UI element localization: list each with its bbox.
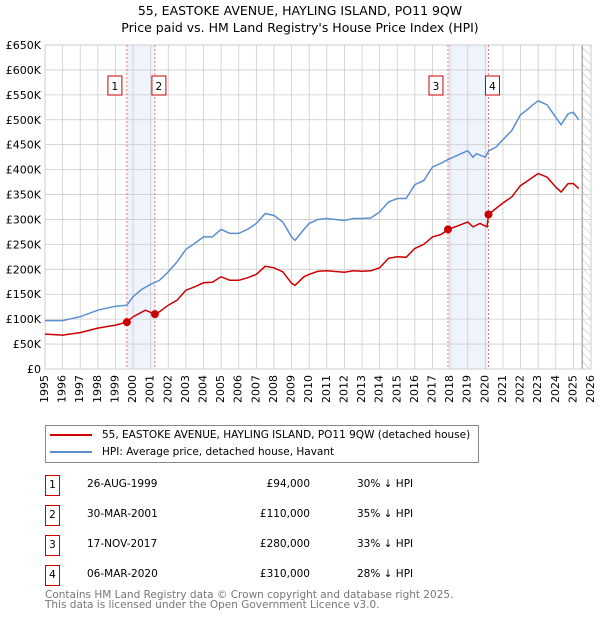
x-tick-label: 2021 (496, 375, 509, 403)
y-tick-label: £450K (6, 139, 42, 152)
chart-title: 55, EASTOKE AVENUE, HAYLING ISLAND, PO11… (137, 3, 463, 18)
x-tick-label: 1999 (108, 375, 121, 403)
x-tick-label: 2002 (161, 375, 174, 403)
x-tick-label: 2008 (267, 375, 280, 403)
plot-area: 1995 1996 1997 1998 1999 2000 2001 2002 2003 2004… (6, 39, 597, 403)
property-line (44, 172, 580, 336)
y-tick-label: £50K (13, 338, 42, 351)
y-tick-label: £0 (27, 363, 41, 376)
x-tick-label: 2015 (390, 375, 403, 403)
x-tick-label: 1996 (56, 375, 69, 403)
y-tick-label: £600K (6, 64, 42, 77)
legend-label-property: 55, EASTOKE AVENUE, HAYLING ISLAND, PO11… (102, 429, 471, 441)
footer: Contains HM Land Registry data © Crown c… (45, 589, 454, 611)
sale-date: 06-MAR-2020 (87, 568, 158, 580)
hpi-line (45, 99, 580, 322)
x-tick-label: 2011 (320, 375, 333, 403)
sale-label-box (484, 75, 500, 96)
sale-label-box (428, 75, 444, 96)
sale-hpi-diff: 28% ↓ HPI (357, 568, 414, 580)
sale-label: 3 (433, 81, 440, 93)
legend: 55, EASTOKE AVENUE, HAYLING ISLAND, PO11… (45, 425, 479, 463)
sale-hpi-diff: 30% ↓ HPI (357, 478, 414, 490)
y-tick-label: £350K (6, 189, 42, 202)
sale-price: £110,000 (259, 508, 310, 520)
sale-point (443, 225, 452, 234)
x-tick-label: 2013 (355, 375, 368, 403)
sale-number: 4 (45, 565, 60, 586)
y-tick-label: £650K (6, 39, 42, 52)
sale-number: 3 (45, 535, 60, 556)
x-tick-label: 2007 (249, 375, 262, 403)
sale-price: £94,000 (266, 478, 310, 490)
sale-date: 17-NOV-2017 (87, 538, 158, 550)
x-tick-label: 2026 (584, 375, 597, 403)
x-tick-label: 2001 (144, 375, 157, 403)
legend-swatch-property (50, 434, 92, 436)
sale-point (484, 210, 493, 219)
y-tick-label: £200K (6, 263, 42, 276)
sale-label: 2 (156, 81, 163, 93)
forecast-hatch (582, 45, 591, 369)
x-tick-label: 2020 (478, 375, 491, 403)
x-tick-label: 2005 (214, 375, 227, 403)
y-tick-label: £250K (6, 238, 42, 251)
x-tick-label: 2025 (566, 375, 579, 403)
y-tick-label: £300K (6, 213, 42, 226)
sale-hpi-diff: 33% ↓ HPI (357, 538, 414, 550)
y-tick-label: £150K (6, 288, 42, 301)
sale-number: 1 (45, 475, 60, 496)
sale-point (150, 310, 159, 319)
chart-subtitle: Price paid vs. HM Land Registry's House … (121, 20, 479, 35)
x-tick-label: 1997 (73, 375, 86, 403)
sale-label-box (151, 75, 167, 96)
x-tick-label: 2000 (126, 375, 139, 403)
sale-date: 30-MAR-2001 (87, 508, 158, 520)
x-tick-label: 2023 (531, 375, 544, 403)
shaded-range (126, 45, 155, 369)
x-tick-label: 2014 (373, 375, 386, 403)
shaded-range (447, 45, 489, 369)
legend-swatch-hpi (50, 451, 92, 453)
x-tick-label: 2009 (285, 375, 298, 403)
legend-label-hpi: HPI: Average price, detached house, Hava… (102, 446, 335, 458)
sale-price: £310,000 (259, 568, 310, 580)
footer-line-2: This data is licensed under the Open Gov… (45, 599, 380, 611)
plot-border (44, 44, 592, 370)
y-tick-label: £500K (6, 114, 42, 127)
x-tick-label: 2010 (302, 375, 315, 403)
x-tick-label: 1998 (91, 375, 104, 403)
footer-line-1: Contains HM Land Registry data © Crown c… (45, 589, 454, 601)
x-tick-label: 2022 (514, 375, 527, 403)
x-tick-label: 2012 (337, 375, 350, 403)
x-tick-label: 1995 (38, 375, 51, 403)
x-tick-label: 2024 (549, 375, 562, 403)
x-tick-label: 2019 (461, 375, 474, 403)
y-tick-label: £550K (6, 89, 42, 102)
sale-label: 1 (112, 81, 119, 93)
sale-number: 2 (45, 505, 60, 526)
x-tick-label: 2006 (232, 375, 245, 403)
x-tick-label: 2018 (443, 375, 456, 403)
y-tick-label: £400K (6, 164, 42, 177)
sale-label-box (107, 75, 123, 96)
sale-point (122, 318, 131, 327)
x-tick-label: 2003 (179, 375, 192, 403)
x-tick-label: 2004 (197, 375, 210, 403)
sale-hpi-diff: 35% ↓ HPI (357, 508, 414, 520)
sale-date: 26-AUG-1999 (87, 478, 158, 490)
sale-price: £280,000 (259, 538, 310, 550)
y-tick-label: £100K (6, 313, 42, 326)
sale-label: 4 (489, 81, 496, 93)
x-tick-label: 2016 (408, 375, 421, 403)
x-tick-label: 2017 (425, 375, 438, 403)
